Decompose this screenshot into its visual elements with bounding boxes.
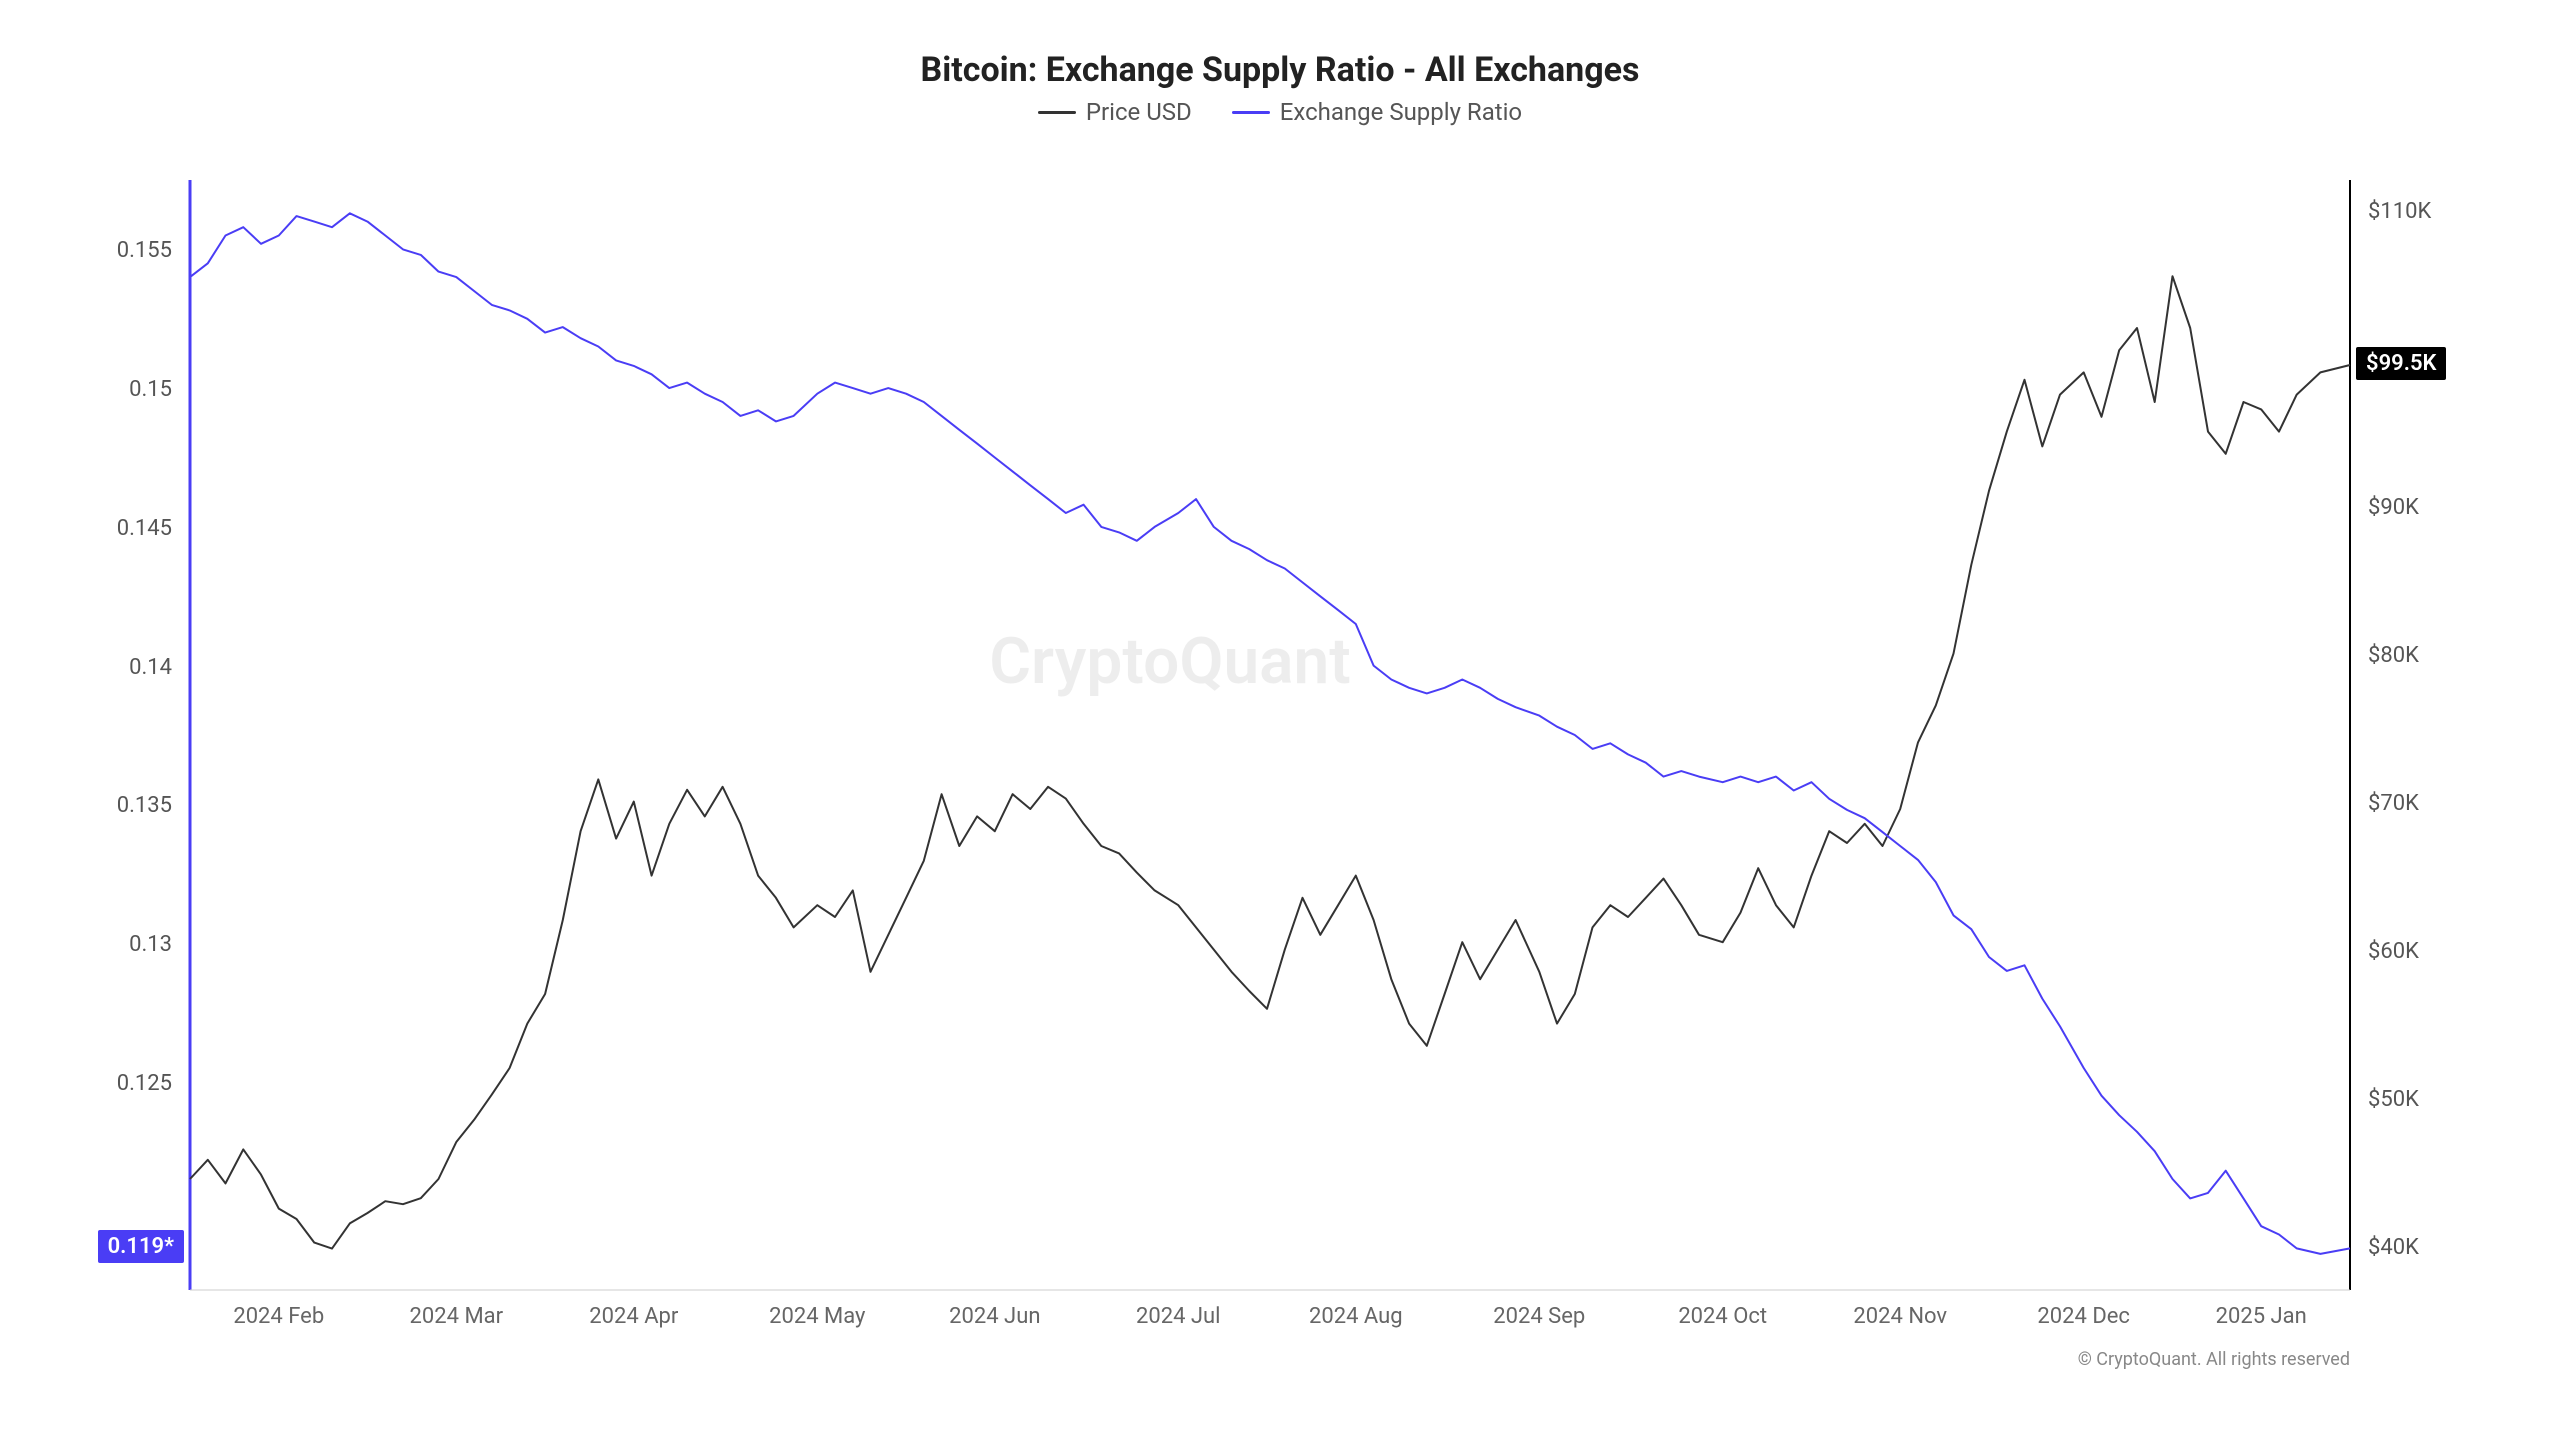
legend-item-ratio: Exchange Supply Ratio: [1232, 98, 1522, 126]
legend-label-price: Price USD: [1086, 98, 1192, 126]
y-right-tick-label: $50K: [2368, 1087, 2419, 1112]
y-left-tick-label: 0.125: [117, 1071, 172, 1096]
x-tick-label: 2024 May: [769, 1304, 865, 1329]
y-left-tick-label: 0.135: [117, 793, 172, 818]
y-left-tick-label: 0.14: [129, 655, 172, 680]
y-right-tick-label: $90K: [2368, 495, 2419, 520]
y-left-tick-label: 0.145: [117, 516, 172, 541]
chart-legend: Price USD Exchange Supply Ratio: [70, 98, 2490, 126]
x-tick-label: 2024 Mar: [410, 1304, 504, 1329]
x-tick-label: 2024 Jul: [1136, 1304, 1221, 1329]
copyright-text: © CryptoQuant. All rights reserved: [2078, 1349, 2350, 1370]
x-tick-label: 2025 Jan: [2216, 1304, 2307, 1329]
legend-line-ratio: [1232, 111, 1270, 114]
x-tick-label: 2024 Dec: [2037, 1304, 2130, 1329]
y-right-tick-label: $40K: [2368, 1235, 2419, 1260]
price-badge: $99.5K: [2356, 347, 2446, 380]
x-tick-label: 2024 Feb: [233, 1304, 324, 1329]
y-right-tick-label: $70K: [2368, 791, 2419, 816]
x-tick-label: 2024 Apr: [589, 1304, 678, 1329]
legend-line-price: [1038, 111, 1076, 114]
y-left-tick-label: 0.13: [129, 932, 172, 957]
x-tick-label: 2024 Oct: [1678, 1304, 1767, 1329]
x-tick-label: 2024 Sep: [1493, 1304, 1585, 1329]
chart-container: Bitcoin: Exchange Supply Ratio - All Exc…: [70, 50, 2490, 1390]
x-tick-label: 2024 Jun: [949, 1304, 1040, 1329]
chart-svg: [190, 180, 2350, 1290]
plot-area: CryptoQuant 0.1250.130.1350.140.1450.150…: [190, 180, 2350, 1290]
y-left-tick-label: 0.155: [117, 238, 172, 263]
ratio-badge: 0.119*: [98, 1230, 184, 1263]
y-right-tick-label: $80K: [2368, 643, 2419, 668]
chart-title: Bitcoin: Exchange Supply Ratio - All Exc…: [70, 50, 2490, 90]
legend-item-price: Price USD: [1038, 98, 1192, 126]
x-tick-label: 2024 Nov: [1853, 1304, 1947, 1329]
y-right-tick-label: $110K: [2368, 199, 2431, 224]
y-left-tick-label: 0.15: [129, 377, 172, 402]
y-right-tick-label: $60K: [2368, 939, 2419, 964]
x-tick-label: 2024 Aug: [1309, 1304, 1403, 1329]
legend-label-ratio: Exchange Supply Ratio: [1280, 98, 1522, 126]
